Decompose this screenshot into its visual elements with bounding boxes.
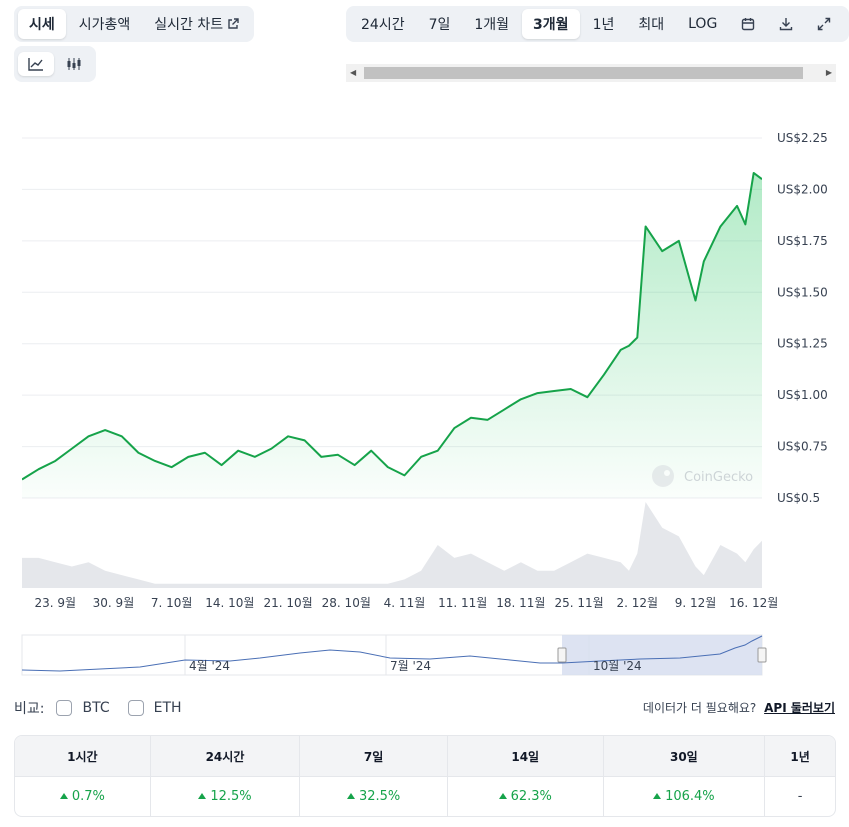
header-1y: 1년 <box>765 736 835 776</box>
x-tick-label: 9. 12월 <box>675 596 717 610</box>
value-1h: 0.7% <box>15 776 151 816</box>
y-tick-label: US$2.00 <box>777 182 828 196</box>
line-chart-icon <box>28 58 43 71</box>
y-tick-label: US$0.5 <box>777 491 820 505</box>
api-explore-link[interactable]: API 둘러보기 <box>764 701 835 715</box>
x-tick-label: 23. 9월 <box>34 596 76 610</box>
compare-options: 비교: BTC ETH <box>14 698 182 718</box>
up-arrow-icon <box>498 793 507 799</box>
candlestick-chart-button[interactable] <box>56 52 92 76</box>
candlestick-chart-icon <box>67 58 81 70</box>
navigator-selection[interactable] <box>562 635 762 675</box>
range-7d[interactable]: 7일 <box>428 17 451 33</box>
date-picker-button[interactable] <box>730 12 766 36</box>
download-button[interactable] <box>768 12 804 36</box>
up-arrow-icon <box>346 793 355 799</box>
coingecko-watermark: CoinGecko <box>652 465 753 487</box>
compare-label: 비교: <box>14 701 45 717</box>
line-chart-button[interactable] <box>18 52 54 76</box>
x-tick-label: 21. 10월 <box>263 596 312 610</box>
range-max[interactable]: 최대 <box>638 17 665 33</box>
y-tick-label: US$0.75 <box>777 440 828 454</box>
y-axis-ticks: US$2.25 US$2.00 US$1.75 US$1.50 US$1.25 US$1.… <box>777 131 828 505</box>
navigator-right-handle[interactable] <box>757 647 767 663</box>
x-tick-label: 4. 11월 <box>384 596 426 610</box>
tab-price[interactable]: 시세 <box>18 9 66 39</box>
value-14d: 62.3% <box>447 776 604 816</box>
performance-table: 1시간 24시간 7일 14일 30일 1년 0.7% 12.5% 32.5% … <box>14 735 836 817</box>
performance-value-row: 0.7% 12.5% 32.5% 62.3% 106.4% - <box>15 776 835 816</box>
compare-btc-checkbox[interactable] <box>56 700 73 716</box>
x-axis-ticks: 23. 9월 30. 9월 7. 10월 14. 10월 21. 10월 28. 10월 4… <box>34 596 778 610</box>
calendar-icon <box>742 18 755 31</box>
navigator-line <box>21 635 763 672</box>
y-tick-label: US$1.50 <box>777 285 828 299</box>
header-7d: 7일 <box>300 736 448 776</box>
x-tick-label: 7. 10월 <box>151 596 193 610</box>
price-series <box>22 171 762 498</box>
range-1m[interactable]: 1개월 <box>474 17 510 33</box>
header-1h: 1시간 <box>15 736 151 776</box>
up-arrow-icon <box>198 793 207 799</box>
horizontal-scrollbar[interactable]: ◀ ▶ <box>346 64 836 82</box>
api-note-text: 데이터가 더 필요해요? <box>642 701 757 715</box>
value-30d: 106.4% <box>603 776 766 816</box>
compare-eth-label[interactable]: ETH <box>153 700 182 716</box>
price-line <box>22 171 762 481</box>
chart-type-tabs <box>14 46 96 82</box>
header-14d: 14일 <box>447 736 604 776</box>
tab-live-chart[interactable]: 실시간 차트 <box>143 9 250 39</box>
performance-header-row: 1시간 24시간 7일 14일 30일 1년 <box>15 736 835 776</box>
x-tick-label: 16. 12월 <box>729 596 778 610</box>
download-icon <box>780 18 793 31</box>
x-tick-label: 18. 11월 <box>496 596 545 610</box>
y-tick-label: US$2.25 <box>777 131 828 145</box>
x-tick-label: 25. 11월 <box>554 596 603 610</box>
x-tick-label: 28. 10월 <box>322 596 371 610</box>
scroll-left-icon[interactable]: ◀ <box>350 68 357 77</box>
volume-area-fill <box>22 502 762 588</box>
view-tabs: 시세 시가총액 실시간 차트 <box>14 6 255 42</box>
up-arrow-icon <box>653 793 662 799</box>
scroll-right-icon[interactable]: ▶ <box>825 68 832 77</box>
up-arrow-icon <box>59 793 68 799</box>
x-tick-label: 2. 12월 <box>616 596 658 610</box>
fullscreen-button[interactable] <box>806 12 842 36</box>
range-log[interactable]: LOG <box>688 16 718 32</box>
volume-area <box>22 502 762 588</box>
value-1y: - <box>765 776 835 816</box>
scrollbar-thumb[interactable] <box>364 67 803 79</box>
tab-market-cap[interactable]: 시가총액 <box>78 17 131 33</box>
price-area-fill <box>22 172 762 498</box>
x-tick-label: 30. 9월 <box>93 596 135 610</box>
navigator-label-apr: 4월 '24 <box>189 659 230 673</box>
compare-eth-checkbox[interactable] <box>127 700 144 716</box>
header-24h: 24시간 <box>150 736 301 776</box>
watermark-text: CoinGecko <box>684 470 753 485</box>
y-tick-label: US$1.00 <box>777 388 828 402</box>
price-chart[interactable]: US$2.25 US$2.00 US$1.75 US$1.50 US$1.25 US$1.… <box>0 100 849 685</box>
y-tick-label: US$1.75 <box>777 234 828 248</box>
range-3m[interactable]: 3개월 <box>522 9 580 39</box>
header-30d: 30일 <box>603 736 766 776</box>
api-note: 데이터가 더 필요해요? API 둘러보기 <box>643 699 835 716</box>
navigator[interactable]: 4월 '24 7월 '24 10월 '24 <box>21 634 767 676</box>
range-24h[interactable]: 24시간 <box>361 17 405 33</box>
navigator-label-oct: 10월 '24 <box>593 659 642 673</box>
navigator-left-handle[interactable] <box>557 647 567 663</box>
value-24h: 12.5% <box>150 776 301 816</box>
range-tabs: 24시간 7일 1개월 3개월 1년 최대 LOG <box>346 6 849 42</box>
expand-icon <box>818 17 831 31</box>
external-link-icon <box>228 18 239 29</box>
x-tick-label: 11. 11월 <box>438 596 487 610</box>
x-tick-label: 14. 10월 <box>205 596 254 610</box>
value-7d: 32.5% <box>300 776 448 816</box>
range-1y[interactable]: 1년 <box>592 17 615 33</box>
grid-lines <box>22 137 762 499</box>
navigator-label-jul: 7월 '24 <box>390 659 431 673</box>
compare-btc-label[interactable]: BTC <box>82 700 110 716</box>
y-tick-label: US$1.25 <box>777 337 828 351</box>
